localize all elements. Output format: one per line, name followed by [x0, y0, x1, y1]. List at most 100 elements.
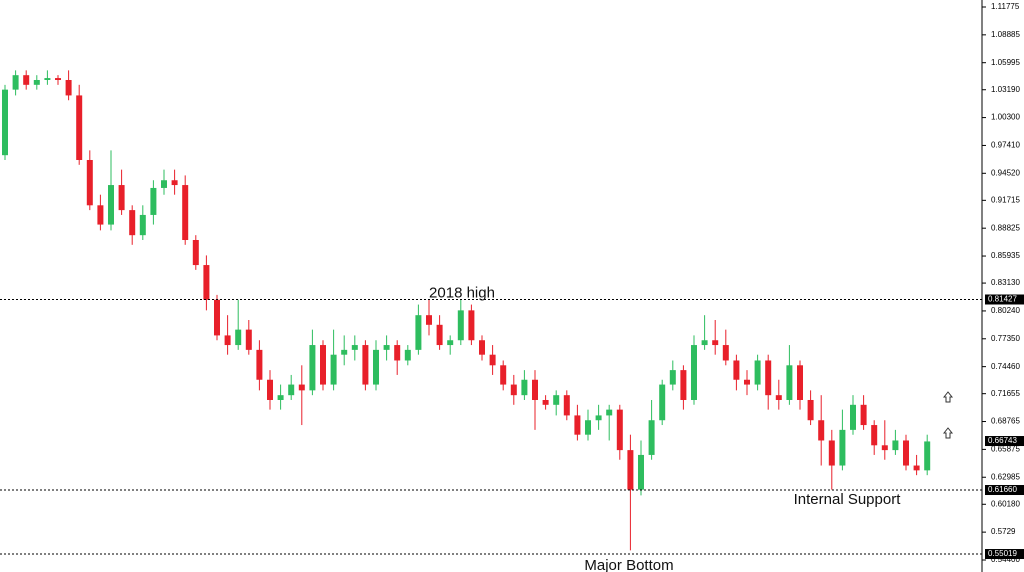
- candle-body: [214, 299, 220, 336]
- candle-body: [415, 315, 422, 350]
- price-label-box: [985, 485, 1024, 496]
- candle-body: [97, 205, 104, 225]
- candle-body: [744, 379, 750, 385]
- candle-body: [606, 409, 613, 416]
- candle-body: [701, 340, 708, 346]
- candle-body: [55, 78, 61, 80]
- candle-body: [903, 440, 909, 466]
- y-tick-label: 0.77350: [991, 334, 1020, 343]
- candle-body: [426, 315, 432, 325]
- candle-body: [828, 440, 835, 466]
- candle-body: [638, 454, 644, 490]
- candle-body: [712, 340, 719, 346]
- candle-body: [871, 425, 878, 446]
- candle-body: [245, 329, 252, 350]
- candle-body: [669, 370, 676, 385]
- candle-body: [288, 384, 295, 396]
- y-tick-label: 1.00300: [991, 113, 1020, 122]
- y-tick-label: 0.88825: [991, 223, 1020, 232]
- candle-body: [65, 79, 72, 96]
- candle-body: [521, 379, 528, 396]
- candle-body: [33, 79, 40, 85]
- candle-body: [765, 360, 772, 396]
- price-label: 0.81427: [988, 295, 1017, 304]
- arrow-icon: [942, 391, 954, 439]
- candle-body: [595, 415, 602, 421]
- y-tick-label: 0.83130: [991, 278, 1020, 287]
- candle-body: [616, 409, 623, 451]
- annotation: Internal Support: [794, 491, 902, 508]
- y-tick-label: 0.5729: [991, 527, 1016, 536]
- candle-body: [489, 354, 496, 366]
- candle-body: [818, 420, 825, 441]
- y-tick-label: 0.97410: [991, 141, 1020, 150]
- candle-body: [733, 360, 740, 380]
- candle-body: [341, 349, 348, 355]
- candle-body: [553, 395, 560, 405]
- y-tick-label: 0.62985: [991, 472, 1020, 481]
- candle-body: [839, 429, 846, 466]
- y-tick-label: 0.85935: [991, 251, 1020, 260]
- price-label-box: [985, 549, 1024, 560]
- current-price-box: [985, 436, 1024, 447]
- candle-body: [722, 345, 729, 361]
- candle-body: [277, 395, 284, 400]
- candle-body: [881, 445, 888, 451]
- y-tick-label: 1.03190: [991, 85, 1020, 94]
- candle-body: [373, 349, 379, 385]
- candle-body: [86, 159, 93, 206]
- y-tick-label: 0.68765: [991, 417, 1020, 426]
- candle-body: [320, 345, 326, 385]
- candle-body: [171, 180, 178, 186]
- candle-body: [224, 335, 231, 346]
- candle-body: [404, 349, 411, 361]
- annotation: Major Bottom: [584, 557, 673, 572]
- candle-body: [468, 310, 475, 341]
- candle-body: [76, 95, 83, 160]
- candle-body: [850, 404, 856, 430]
- candle-body: [648, 420, 655, 455]
- candle-body: [457, 310, 464, 341]
- candle-body: [118, 185, 125, 211]
- candle-body: [108, 185, 114, 225]
- y-tick-label: 1.08885: [991, 30, 1020, 39]
- candle-body: [797, 365, 803, 400]
- candle-body: [691, 345, 697, 400]
- candle-body: [924, 441, 931, 471]
- current-price-label: 0.66743: [988, 436, 1017, 445]
- candle-body: [129, 210, 136, 236]
- candle-body: [436, 324, 443, 346]
- y-tick-label: 0.94520: [991, 168, 1020, 177]
- y-tick-label: 0.74460: [991, 362, 1020, 371]
- candle-body: [913, 465, 920, 471]
- y-tick-label: 0.54400: [991, 555, 1020, 564]
- candle-body: [394, 345, 401, 361]
- candle-body: [44, 78, 51, 80]
- y-tick-label: 0.80240: [991, 306, 1020, 315]
- y-tick-label: 0.60180: [991, 499, 1020, 508]
- price-label: 0.61660: [988, 485, 1017, 494]
- candle-body: [807, 399, 814, 421]
- y-tick-label: 0.91715: [991, 195, 1020, 204]
- y-tick-label: 1.05995: [991, 58, 1020, 67]
- price-label: 0.55019: [988, 549, 1017, 558]
- candle-body: [542, 399, 549, 405]
- annotation: 2018 high: [429, 284, 495, 301]
- candle-body: [532, 379, 538, 400]
- candle-body: [754, 360, 761, 385]
- candle-body: [510, 384, 517, 396]
- candle-body: [309, 345, 316, 391]
- candle-body: [330, 354, 337, 385]
- candle-body: [585, 420, 591, 435]
- candle-body: [362, 345, 369, 385]
- candle-body: [659, 384, 666, 421]
- candle-body: [351, 345, 358, 350]
- candle-body: [256, 349, 263, 380]
- candle-body: [627, 450, 634, 490]
- price-label-box: [985, 294, 1024, 305]
- candle-body: [680, 370, 687, 400]
- candle-body: [23, 75, 30, 85]
- y-tick-label: 0.71655: [991, 389, 1020, 398]
- candle-body: [12, 75, 19, 90]
